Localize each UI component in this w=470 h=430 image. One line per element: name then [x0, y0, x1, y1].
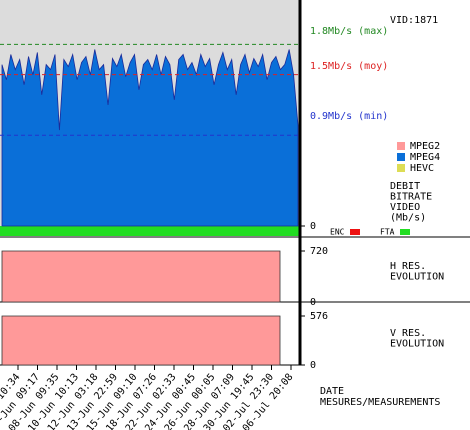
y-tick-label: 0: [310, 221, 316, 232]
axis-title: DEBIT: [390, 181, 420, 192]
legend-swatch: [397, 142, 405, 150]
axis-title: BITRATE: [390, 192, 432, 203]
area: [1, 250, 281, 303]
vid-label: VID:1871: [390, 15, 438, 26]
x-axis-title: DATE: [320, 386, 344, 397]
flag-swatch: [400, 229, 410, 235]
area: [1, 315, 281, 366]
axis-title: V RES.: [390, 328, 426, 339]
axis-title: H RES.: [390, 261, 426, 272]
reference-label: 1.5Mb/s (moy): [310, 61, 388, 72]
axis-title: EVOLUTION: [390, 339, 444, 350]
legend-label: HEVC: [410, 163, 434, 174]
legend-swatch: [397, 153, 405, 161]
legend-swatch: [397, 164, 405, 172]
y-tick-label: 0: [310, 360, 316, 371]
reference-label: 1.8Mb/s (max): [310, 26, 388, 37]
y-tick-label: 0: [310, 297, 316, 308]
reference-label: 0.9Mb/s (min): [310, 111, 388, 122]
area: [1, 49, 299, 227]
y-tick-label: 576: [310, 311, 328, 322]
flag-label: ENC: [330, 228, 345, 237]
axis-title: (Mb/s): [390, 213, 426, 224]
legend-label: MPEG2: [410, 141, 440, 152]
flag-label: FTA: [380, 228, 395, 237]
status-bar: [0, 226, 300, 236]
x-axis-title: MESURES/MEASUREMENTS: [320, 397, 440, 408]
legend-label: MPEG4: [410, 152, 440, 163]
axis-title: EVOLUTION: [390, 272, 444, 283]
axis-title: VIDEO: [390, 202, 420, 213]
flag-swatch: [350, 229, 360, 235]
y-tick-label: 720: [310, 246, 328, 257]
